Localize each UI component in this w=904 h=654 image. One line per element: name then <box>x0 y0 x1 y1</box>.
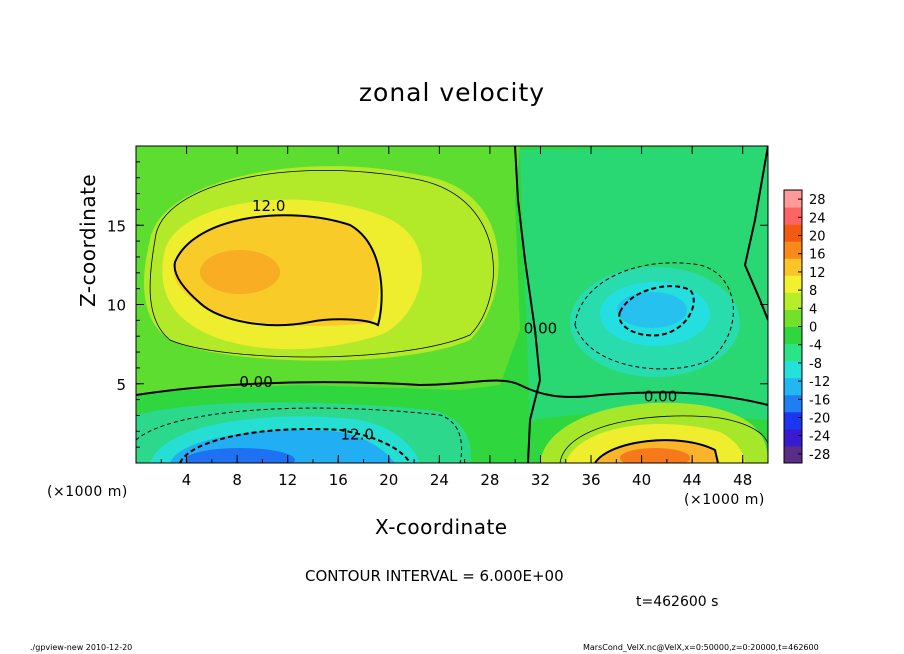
colorbar-label: -24 <box>809 430 830 445</box>
colorbar-label: 16 <box>809 248 826 263</box>
contour-label: 12.0 <box>252 197 285 215</box>
y-tick-label: 15 <box>107 217 126 235</box>
footer-left: ./gpview-new 2010-12-20 <box>30 643 133 652</box>
x-unit-label: (×1000 m) <box>47 484 128 500</box>
x-axis-label: X-coordinate <box>375 515 508 539</box>
x-tick-label: 28 <box>480 471 499 489</box>
colorbar-swatch <box>784 394 802 413</box>
colorbar-label: 24 <box>809 211 826 226</box>
contour-zero-vertical <box>514 146 542 463</box>
footer-right: MarsCond_VelX.nc@VelX,x=0:50000,z=0:2000… <box>583 643 819 652</box>
x-tick-label: 32 <box>531 471 550 489</box>
colorbar-swatch <box>784 343 802 362</box>
colorbar-swatch <box>784 241 802 259</box>
colorbar-swatch <box>784 377 802 396</box>
colorbar-swatch <box>784 326 802 345</box>
colorbar-label: 4 <box>809 302 817 317</box>
colorbar-swatch <box>784 258 802 276</box>
velocity-field <box>136 146 768 463</box>
contour-label: 12.0 <box>340 425 373 443</box>
contour-pos6-left <box>149 169 494 358</box>
chart-title: zonal velocity <box>358 78 546 107</box>
negative-core-inner <box>617 292 687 328</box>
colorbar-swatch <box>784 292 802 310</box>
y-tick-label: 5 <box>116 376 126 394</box>
contour-neg6-left <box>136 407 463 463</box>
colorbar-swatch <box>784 309 802 327</box>
contour-pos6-right <box>559 415 768 463</box>
colorbar-label: -28 <box>809 448 830 463</box>
x-tick-label: 44 <box>683 471 702 489</box>
x-tick-label: 24 <box>430 471 449 489</box>
contour-neg6-right <box>574 262 734 370</box>
x-tick-label: 36 <box>581 471 600 489</box>
contour-zero-mid <box>136 379 768 406</box>
x-tick-label: 48 <box>733 471 752 489</box>
contour-12-right <box>594 439 719 463</box>
y-axis-label: Z-coordinate <box>76 173 100 307</box>
contour-interval: CONTOUR INTERVAL = 6.000E+00 <box>305 567 564 585</box>
x-unit-label-right: (×1000 m) <box>684 492 765 508</box>
colorbar-swatch <box>784 207 802 225</box>
colorbar-label: 8 <box>809 284 817 299</box>
colorbar-label: -4 <box>809 339 822 354</box>
surface-negative-peak <box>185 448 295 463</box>
x-tick-label: 12 <box>278 471 297 489</box>
colorbar-swatch <box>784 360 802 379</box>
contour-labels: 12.0 0.00 12.0 0.00 0.00 <box>239 197 677 443</box>
surface-positive-peak <box>620 448 690 463</box>
contour-zero-right <box>743 146 768 321</box>
colorbar-label: 0 <box>809 321 817 336</box>
colorbar-label: 12 <box>809 266 826 281</box>
colorbar-label: -12 <box>809 375 830 390</box>
colorbar-swatch <box>784 428 802 447</box>
colorbar-swatch <box>784 411 802 430</box>
colorbar-label: 20 <box>809 230 826 245</box>
contour-12-left <box>173 214 383 327</box>
x-tick-label: 40 <box>632 471 651 489</box>
contour-label: 0.00 <box>644 387 677 405</box>
colorbar-label: 28 <box>809 193 826 208</box>
colorbar-swatch <box>784 445 802 464</box>
y-tick-label: 10 <box>107 297 126 315</box>
contour-label: 0.00 <box>524 319 557 337</box>
x-tick-label: 8 <box>232 471 242 489</box>
x-tick-label: 20 <box>379 471 398 489</box>
colorbar-swatch <box>784 190 802 208</box>
colorbar-label: -20 <box>809 412 830 427</box>
x-tick-label: 16 <box>329 471 348 489</box>
contour-neg12-left <box>179 428 411 463</box>
positive-peak <box>200 250 280 294</box>
contour-neg12-right <box>618 285 695 337</box>
colorbar-swatch <box>784 275 802 293</box>
time-stamp: t=462600 s <box>636 594 719 610</box>
colorbar-label: -8 <box>809 357 822 372</box>
colorbar-swatch <box>784 224 802 242</box>
x-tick-label: 4 <box>182 471 192 489</box>
colorbar-label: -16 <box>809 393 830 408</box>
colorbar: 28 24 20 16 12 8 4 0 -4 -8 -12 -16 -20 -24 -28 <box>783 189 830 464</box>
contour-label: 0.00 <box>239 373 272 391</box>
